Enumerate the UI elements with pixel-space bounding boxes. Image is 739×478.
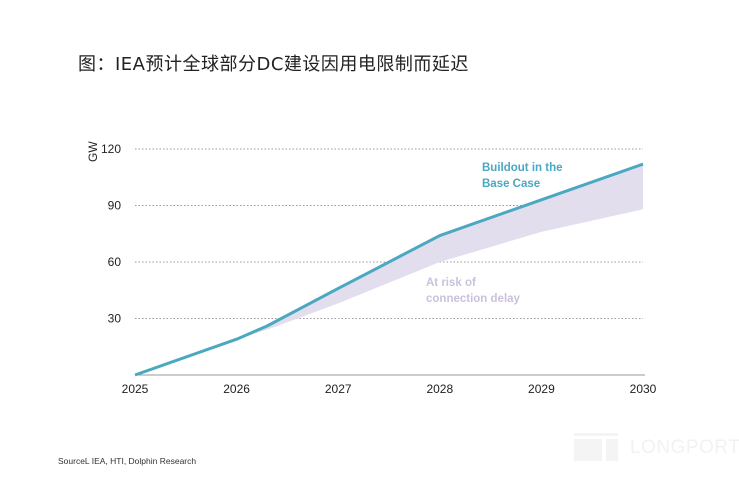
- y-tick-labels: 30 60 90 120: [101, 142, 121, 326]
- x-tick-label: 2030: [630, 382, 657, 396]
- at-risk-band: [135, 164, 643, 375]
- base-case-line: [134, 162, 644, 377]
- gridlines: [135, 148, 643, 319]
- longport-logo-icon: [574, 433, 618, 461]
- watermark-text: LONGPORT: [630, 437, 739, 458]
- base-case-annotation: Buildout in the Base Case: [482, 162, 566, 190]
- y-tick-label: 60: [108, 255, 122, 269]
- x-tick-label: 2025: [122, 382, 149, 396]
- x-tick-label: 2026: [223, 382, 250, 396]
- x-tick-label: 2029: [528, 382, 555, 396]
- annotation-line: Base Case: [482, 178, 540, 190]
- page-title: 图：IEA预计全球部分DC建设因用电限制而延迟: [78, 54, 469, 75]
- watermark: LONGPORT: [574, 433, 739, 463]
- y-axis-label: GW: [86, 141, 100, 162]
- annotation-line: connection delay: [426, 293, 521, 305]
- at-risk-annotation: At risk of connection delay: [426, 277, 521, 305]
- y-tick-label: 30: [108, 312, 122, 326]
- x-tick-labels: 2025 2026 2027 2028 2029 2030: [122, 382, 657, 396]
- annotation-line: Buildout in the: [482, 162, 562, 174]
- x-tick-label: 2028: [426, 382, 453, 396]
- source-note: SourceL IEA, HTI, Dolphin Research: [58, 456, 197, 466]
- x-tick-label: 2027: [325, 382, 352, 396]
- y-tick-label: 90: [108, 199, 122, 213]
- y-tick-label: 120: [101, 142, 121, 156]
- annotation-line: At risk of: [426, 277, 476, 289]
